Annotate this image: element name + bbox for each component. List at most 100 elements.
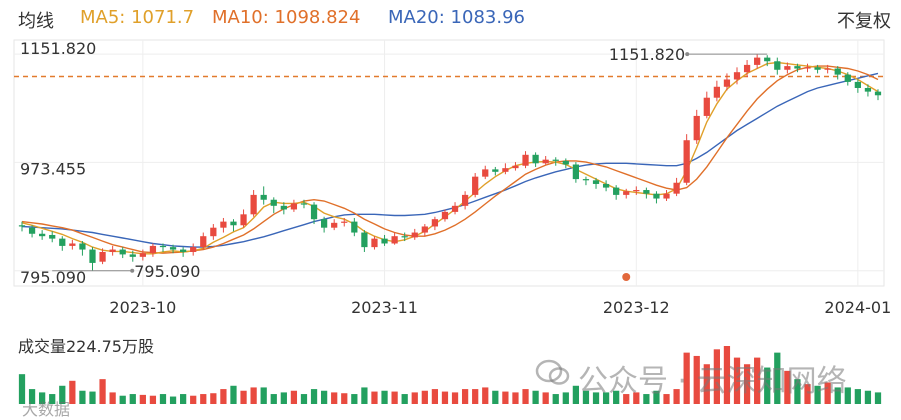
volume-bar	[300, 394, 308, 404]
y-tick-label: 795.090	[20, 268, 86, 287]
volume-bar	[542, 392, 549, 404]
candle-body	[79, 243, 86, 250]
candle-body	[834, 68, 841, 75]
volume-bar	[119, 395, 126, 404]
volume-bar	[492, 390, 499, 404]
candle-body	[59, 238, 66, 246]
volume-bar	[200, 394, 207, 404]
candle-body	[69, 243, 76, 246]
candle-body	[602, 183, 610, 188]
volume-bar	[129, 394, 136, 404]
volume-bar	[482, 387, 489, 404]
candle-body	[542, 159, 549, 164]
candle-body	[139, 253, 146, 257]
adjust-toggle[interactable]: 不复权	[837, 11, 891, 32]
plot-frame	[13, 39, 885, 287]
candle-body	[371, 238, 378, 248]
volume-bar	[552, 394, 559, 404]
volume-bar	[79, 390, 86, 404]
legend-bar: 均线 MA5: 1071.7 MA10: 1098.824 MA20: 1083…	[0, 0, 901, 34]
candle-body	[824, 68, 831, 70]
volume-bar	[310, 389, 318, 404]
candle-body	[713, 86, 720, 98]
candle-body	[310, 204, 318, 220]
candle-body	[411, 232, 418, 238]
candle-body	[320, 219, 328, 228]
candle-body	[794, 66, 801, 69]
high-callout-dot	[685, 52, 690, 57]
candle-body	[119, 249, 126, 255]
candle-body	[159, 245, 167, 248]
volume-bar	[109, 392, 116, 404]
candle-body	[552, 159, 559, 161]
volume-bar	[351, 394, 358, 404]
ma5-line	[21, 61, 879, 255]
candle-body	[421, 226, 428, 233]
candle-body	[804, 67, 811, 69]
volume-bar	[502, 391, 509, 404]
volume-bar	[139, 394, 146, 404]
volume-bar	[290, 390, 298, 404]
candle-body	[169, 247, 177, 250]
candle-body	[582, 179, 590, 181]
candle-body	[703, 97, 710, 116]
candle-body	[381, 238, 388, 244]
candle-body	[250, 194, 257, 215]
volume-bar	[341, 393, 348, 404]
candle-body	[562, 160, 569, 165]
volume-bar	[441, 391, 449, 404]
volume-bar	[220, 389, 227, 404]
volume-bar	[149, 395, 157, 404]
candle-body	[300, 203, 308, 205]
volume-bar	[391, 391, 398, 404]
volume-bar	[421, 390, 428, 404]
candle-body	[754, 57, 761, 65]
candle-body	[180, 249, 187, 252]
volume-bar	[240, 390, 247, 404]
candle-body	[784, 66, 791, 70]
volume-bar	[169, 396, 177, 404]
kline-chart[interactable]: 2023-10 2023-11 2023-12 2024-01 1151.820 973.…	[0, 0, 901, 330]
candle-body	[351, 221, 358, 233]
volume-bar	[411, 392, 418, 404]
candle-body	[210, 227, 217, 237]
x-tick-label: 2023-12	[603, 298, 670, 317]
low-annotation: 795.090	[134, 262, 200, 281]
candle-body	[230, 221, 237, 226]
candle-body	[663, 193, 670, 199]
wechat-icon	[535, 358, 571, 388]
candle-body	[512, 165, 519, 169]
candle-body	[814, 67, 821, 70]
candle-body	[361, 232, 368, 248]
volume-bar	[270, 394, 277, 404]
volume-bar	[874, 392, 882, 404]
candle-body	[441, 211, 449, 220]
y-tick-label: 973.455	[20, 159, 86, 178]
candle-body	[592, 180, 600, 184]
candle-body	[331, 222, 338, 228]
volume-title: 成交量224.75万股	[18, 337, 154, 356]
candle-body	[764, 57, 771, 62]
candle-body	[492, 169, 499, 172]
candle-body	[733, 72, 741, 80]
candle-body	[89, 249, 96, 263]
candle-body	[220, 221, 227, 228]
candle-body	[39, 233, 46, 237]
volume-bar	[99, 379, 106, 404]
candle-body	[693, 115, 700, 141]
volume-bar	[89, 391, 96, 404]
volume-bar	[250, 387, 257, 404]
candle-body	[683, 140, 690, 183]
watermark-text: 公众号 · 云深知网络	[578, 364, 847, 399]
ma20-line	[21, 72, 879, 248]
candle-body	[854, 81, 861, 88]
candle-body	[844, 74, 851, 82]
candle-body	[743, 64, 751, 73]
candle-body	[673, 182, 680, 194]
candle-body	[18, 225, 26, 227]
low-callout-dot	[130, 268, 135, 273]
candle-body	[431, 219, 439, 227]
volume-bar	[331, 392, 338, 404]
candle-body	[522, 154, 529, 166]
candle-body	[874, 91, 882, 96]
